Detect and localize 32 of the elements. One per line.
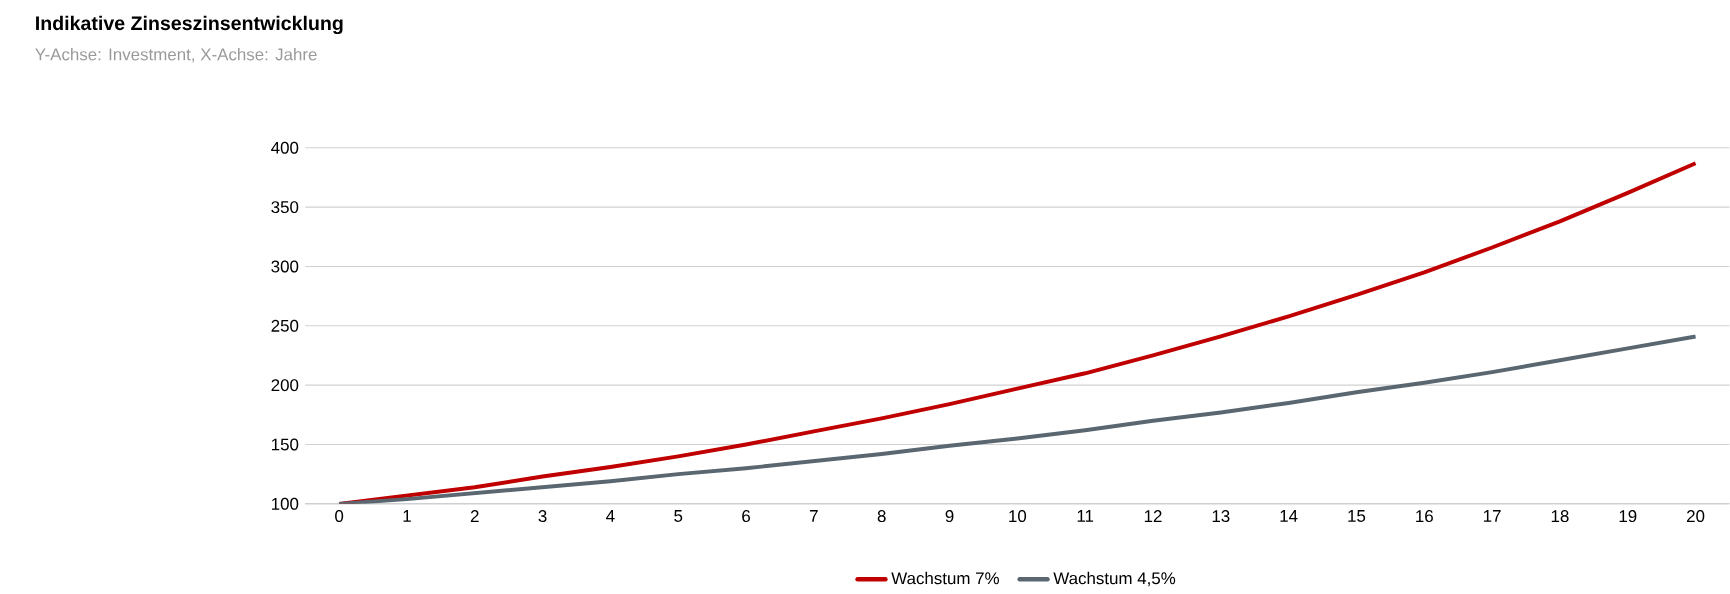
x-tick-label: 19 [1619, 510, 1637, 523]
x-tick-label: 8 [877, 510, 886, 523]
x-tick-label: 20 [1687, 510, 1705, 523]
x-tick-label: 18 [1551, 510, 1569, 523]
x-tick-label: 1 [403, 510, 411, 522]
legend-label: Wachstum 4,5% [1053, 571, 1176, 587]
x-tick-label: 7 [810, 510, 818, 522]
y-tick-label: 250 [271, 319, 299, 332]
legend-label: Wachstum 7% [891, 571, 999, 585]
x-tick-label: 10 [1009, 510, 1027, 523]
x-tick-label: 16 [1416, 510, 1433, 523]
x-tick-label: 13 [1212, 510, 1230, 523]
x-tick-label: 3 [538, 510, 547, 523]
x-tick-label: 4 [606, 510, 615, 522]
x-tick-label: 12 [1144, 510, 1162, 522]
x-tick-label: 15 [1348, 510, 1366, 522]
x-tick-label: 9 [945, 510, 954, 523]
x-tick-label: 14 [1280, 510, 1298, 522]
chart-subtitle: Y-Achse: Investment, X-Achse: Jahre [35, 48, 317, 63]
x-tick-label: 17 [1483, 510, 1501, 522]
x-tick-label: 11 [1077, 510, 1094, 522]
y-tick-label: 400 [271, 141, 299, 154]
chart-title: Indikative Zinseszinsentwicklung [36, 15, 343, 35]
y-tick-label: 350 [271, 201, 299, 214]
y-tick-label: 200 [271, 379, 299, 392]
x-tick-label: 2 [470, 510, 479, 522]
x-tick-label: 0 [335, 510, 344, 523]
y-tick-label: 150 [271, 438, 299, 451]
y-tick-label: 300 [271, 260, 299, 273]
x-tick-label: 6 [742, 510, 751, 523]
y-tick-label: 100 [271, 497, 299, 510]
x-tick-label: 5 [674, 510, 683, 522]
